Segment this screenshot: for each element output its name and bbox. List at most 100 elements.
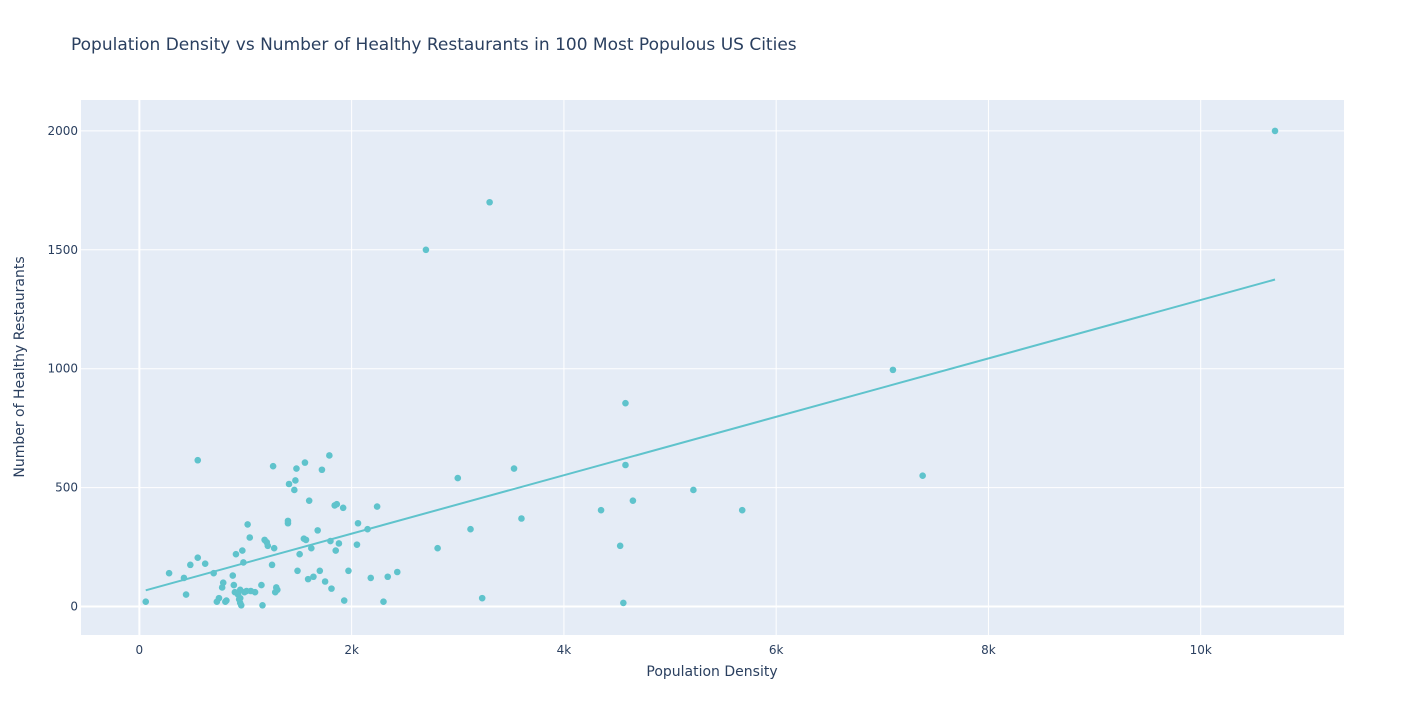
- data-point[interactable]: [182, 591, 190, 598]
- data-point[interactable]: [597, 506, 605, 514]
- data-point[interactable]: [316, 567, 324, 575]
- y-tick-label: 1000: [47, 362, 78, 376]
- x-tick-label: 10k: [1190, 643, 1212, 657]
- data-point[interactable]: [194, 456, 202, 464]
- data-point[interactable]: [285, 480, 293, 488]
- data-point[interactable]: [326, 452, 333, 459]
- data-point[interactable]: [454, 474, 462, 482]
- data-point[interactable]: [690, 486, 697, 494]
- x-axis-ticks: 0 2k 4k 6k 8k 10k: [136, 643, 1212, 657]
- data-point[interactable]: [244, 521, 251, 528]
- data-point[interactable]: [292, 477, 299, 484]
- data-point[interactable]: [301, 459, 309, 466]
- data-point[interactable]: [518, 515, 525, 522]
- data-point[interactable]: [270, 544, 278, 552]
- data-point[interactable]: [268, 561, 276, 569]
- data-point[interactable]: [231, 588, 239, 596]
- data-point[interactable]: [919, 472, 926, 479]
- data-point[interactable]: [889, 366, 897, 374]
- data-point[interactable]: [232, 550, 240, 558]
- data-point[interactable]: [259, 601, 266, 609]
- data-point[interactable]: [422, 246, 430, 254]
- data-point[interactable]: [616, 542, 624, 550]
- data-point[interactable]: [194, 554, 202, 562]
- data-point[interactable]: [620, 599, 627, 607]
- data-point[interactable]: [308, 544, 315, 552]
- data-point[interactable]: [222, 598, 229, 606]
- data-point[interactable]: [380, 598, 387, 606]
- data-point[interactable]: [293, 465, 300, 472]
- data-point[interactable]: [478, 594, 486, 602]
- y-tick-label: 1500: [47, 243, 78, 257]
- data-point[interactable]: [318, 466, 326, 474]
- data-point[interactable]: [335, 540, 343, 547]
- data-point[interactable]: [246, 534, 254, 541]
- y-tick-label: 500: [55, 481, 78, 495]
- data-point[interactable]: [314, 527, 321, 534]
- data-point[interactable]: [187, 561, 194, 569]
- data-point[interactable]: [230, 581, 238, 589]
- data-point[interactable]: [210, 569, 217, 577]
- data-point[interactable]: [271, 588, 279, 596]
- data-point[interactable]: [345, 567, 352, 575]
- data-point[interactable]: [240, 559, 247, 566]
- data-point[interactable]: [180, 574, 188, 582]
- data-point[interactable]: [294, 567, 301, 575]
- data-point[interactable]: [354, 519, 362, 527]
- y-axis-title: Number of Healthy Restaurants: [12, 256, 28, 477]
- y-tick-label: 0: [70, 599, 78, 613]
- data-point[interactable]: [510, 465, 518, 472]
- data-point[interactable]: [327, 537, 334, 545]
- data-point[interactable]: [434, 544, 441, 552]
- data-point[interactable]: [353, 541, 361, 548]
- data-point[interactable]: [331, 502, 338, 509]
- y-tick-label: 2000: [47, 124, 78, 138]
- data-point[interactable]: [261, 536, 268, 544]
- chart-title: Population Density vs Number of Healthy …: [71, 35, 797, 55]
- data-point[interactable]: [393, 568, 401, 576]
- data-point[interactable]: [269, 462, 277, 470]
- trendline-layer: [145, 278, 1276, 592]
- data-point[interactable]: [296, 550, 303, 558]
- plot-area: [81, 100, 1344, 635]
- data-point[interactable]: [339, 504, 347, 512]
- data-point[interactable]: [218, 584, 226, 591]
- data-point[interactable]: [291, 486, 298, 494]
- data-point[interactable]: [384, 573, 392, 581]
- data-point[interactable]: [305, 497, 313, 504]
- data-point[interactable]: [321, 578, 329, 585]
- data-point[interactable]: [284, 517, 292, 525]
- data-point[interactable]: [622, 399, 629, 407]
- data-point[interactable]: [239, 547, 246, 554]
- x-tick-label: 4k: [557, 643, 572, 657]
- data-point[interactable]: [340, 597, 348, 604]
- data-point[interactable]: [373, 503, 381, 510]
- data-points[interactable]: [142, 127, 1279, 609]
- data-point[interactable]: [229, 572, 237, 579]
- data-point[interactable]: [467, 525, 474, 533]
- data-point[interactable]: [258, 581, 265, 589]
- data-point[interactable]: [367, 574, 375, 582]
- data-point[interactable]: [310, 573, 317, 581]
- x-tick-label: 8k: [981, 643, 996, 657]
- data-point[interactable]: [213, 598, 221, 606]
- data-point[interactable]: [738, 506, 746, 514]
- data-point[interactable]: [1271, 127, 1279, 135]
- data-point[interactable]: [304, 575, 312, 583]
- y-axis-ticks: 0 500 1000 1500 2000: [47, 124, 78, 614]
- data-point[interactable]: [629, 497, 637, 504]
- data-point[interactable]: [236, 594, 244, 602]
- data-point[interactable]: [364, 525, 371, 533]
- data-point[interactable]: [300, 535, 308, 542]
- x-tick-label: 6k: [769, 643, 784, 657]
- gridlines: [81, 100, 1344, 635]
- data-point[interactable]: [622, 461, 629, 469]
- data-point[interactable]: [201, 560, 209, 567]
- data-point[interactable]: [142, 598, 150, 606]
- data-point[interactable]: [165, 569, 173, 577]
- data-point[interactable]: [486, 198, 493, 206]
- data-point[interactable]: [332, 547, 340, 554]
- data-point[interactable]: [328, 585, 335, 592]
- x-tick-label: 2k: [344, 643, 359, 657]
- x-tick-label: 0: [136, 643, 144, 657]
